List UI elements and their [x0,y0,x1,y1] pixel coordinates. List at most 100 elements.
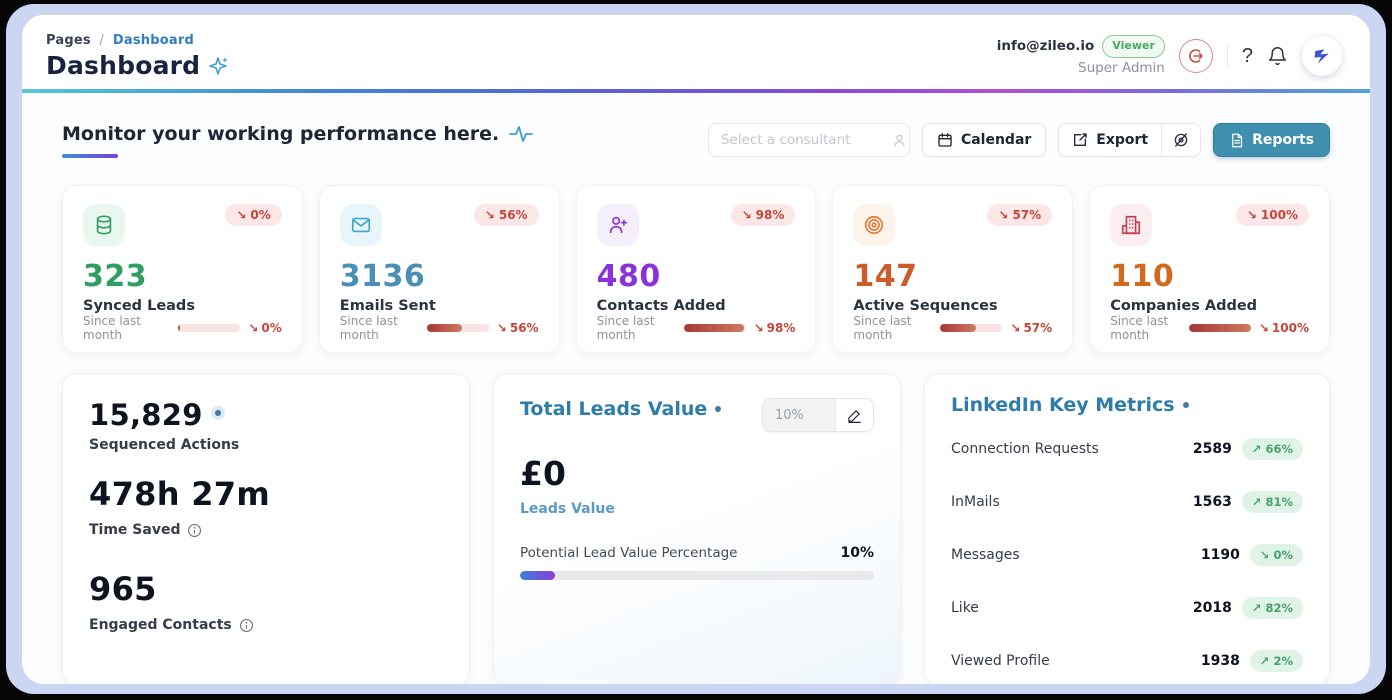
change-badge: ↘ 98% [730,204,796,226]
sequenced-actions-label: Sequenced Actions [89,437,240,453]
change-badge: ↘ 100% [1235,204,1309,226]
reports-label: Reports [1252,132,1314,148]
since-label: Since last month [83,314,141,342]
calendar-button[interactable]: Calendar [921,123,1047,157]
title-dot-icon [1182,402,1189,408]
arrow-down-right-icon: ↘ [496,321,507,335]
arrow-up-right-icon: ↗ [1251,494,1262,509]
logout-icon [1187,47,1205,65]
stat-label: Synced Leads [83,298,195,314]
summary-panel: 15,829 Sequenced Actions 478h 27m Time S… [62,373,470,684]
arrow-down-right-icon: ↘ [1010,321,1021,335]
stat-change: ↘ 100% [1258,321,1309,335]
info-icon[interactable] [187,523,202,538]
consultant-input[interactable] [720,132,892,148]
user-meta: info@zileo.io Viewer Super Admin [997,35,1165,78]
since-label: Since last month [596,314,655,342]
status-dot-icon [210,406,225,420]
stat-change: ↘ 57% [1010,321,1053,335]
mail-icon [339,204,382,246]
stat-label: Emails Sent [339,298,436,314]
export-visibility-toggle[interactable] [1161,124,1201,156]
stat-value: 480 [596,259,661,294]
user-email: info@zileo.io [996,38,1095,55]
panels-row: 15,829 Sequenced Actions 478h 27m Time S… [62,373,1330,684]
consultant-select[interactable] [707,123,910,157]
stat-change: ↘ 98% [753,321,796,335]
leads-progress-value: 10% [840,545,874,561]
header-gradient-divider [22,89,1370,93]
bell-icon [1267,46,1288,67]
arrow-down-right-icon: ↘ [236,208,247,222]
calendar-icon [937,132,953,148]
edit-percentage-button[interactable] [835,399,873,431]
metric-row-messages: Messages 1190 ↘ 0% [951,528,1303,581]
notifications-button[interactable] [1267,46,1288,67]
breadcrumb-separator: / [99,33,105,48]
stat-change: ↘ 56% [496,321,539,335]
header-user-cluster: info@zileo.io Viewer Super Admin ? [997,35,1342,78]
stat-cards-row: ↘ 0% 323 Synced Leads Since last month ↘… [62,185,1330,353]
breadcrumb-current-link[interactable]: Dashboard [112,33,194,48]
change-badge-up: ↗ 82% [1241,596,1303,619]
stat-card-active-sequences[interactable]: ↘ 57% 147 Active Sequences Since last mo… [832,185,1074,353]
change-badge: ↘ 56% [473,204,539,226]
database-icon [83,204,125,246]
mini-progress [426,324,489,332]
logout-button[interactable] [1178,39,1213,74]
stat-value: 110 [1110,259,1175,294]
mini-progress [1188,324,1251,332]
change-badge-up: ↗ 81% [1241,490,1303,513]
app-window: Pages / Dashboard Dashboard info@zileo.i… [22,15,1370,684]
engaged-contacts-label: Engaged Contacts [89,617,232,633]
arrow-down-right-icon: ↘ [998,208,1009,222]
calendar-label: Calendar [960,132,1032,148]
since-label: Since last month [1110,314,1169,342]
arrow-down-right-icon: ↘ [753,321,764,335]
total-leads-value-panel: Total Leads Value £0 [493,373,901,684]
reports-button[interactable]: Reports [1213,123,1330,157]
linkedin-panel-title: LinkedIn Key Metrics [951,394,1175,416]
export-button-group: Export [1058,123,1202,157]
metric-row-like: Like 2018 ↗ 82% [951,581,1303,634]
stat-label: Active Sequences [853,298,998,314]
export-label: Export [1096,132,1149,148]
arrow-up-right-icon: ↗ [1259,653,1270,668]
main-content: Monitor your working performance here. [22,93,1370,684]
stat-value: 147 [853,259,918,294]
stat-change: ↘ 0% [248,321,282,335]
stat-card-contacts-added[interactable]: ↘ 98% 480 Contacts Added Since last mont… [575,185,817,353]
time-saved-label: Time Saved [89,522,181,538]
sequenced-actions-value: 15,829 [89,398,203,432]
leads-progress-label: Potential Lead Value Percentage [520,545,738,561]
percentage-input[interactable] [763,399,835,431]
info-icon[interactable] [239,618,254,633]
brand-logo[interactable] [1302,36,1342,77]
arrow-down-right-icon: ↘ [1246,208,1257,222]
stat-card-companies-added[interactable]: ↘ 100% 110 Companies Added Since last mo… [1089,185,1330,353]
help-button[interactable]: ? [1241,44,1253,67]
arrow-down-right-icon: ↘ [1258,321,1269,335]
building-icon [1110,204,1153,246]
metric-row-inmails: InMails 1563 ↗ 81% [951,475,1303,528]
heading-underline [62,154,118,158]
section-heading: Monitor your working performance here. [62,123,500,145]
arrow-down-right-icon: ↘ [484,208,495,222]
since-label: Since last month [339,314,398,342]
metric-row-viewed-profile: Viewed Profile 1938 ↗ 2% [951,634,1303,684]
since-label: Since last month [853,314,912,342]
change-badge-up: ↗ 66% [1241,437,1303,460]
metric-row-connection-requests: Connection Requests 2589 ↗ 66% [951,422,1303,475]
pulse-icon [509,125,534,143]
title-dot-icon [715,406,722,412]
mini-progress [683,324,746,332]
stat-value: 3136 [339,259,426,294]
change-badge: ↘ 0% [225,204,282,226]
export-button[interactable]: Export [1059,124,1162,156]
stat-card-emails-sent[interactable]: ↘ 56% 3136 Emails Sent Since last month … [318,185,560,353]
stat-card-synced-leads[interactable]: ↘ 0% 323 Synced Leads Since last month ↘… [62,185,303,353]
header-divider [1226,43,1228,70]
leads-amount: £0 [520,454,566,493]
breadcrumb: Pages / Dashboard [46,33,230,48]
arrow-down-right-icon: ↘ [248,321,259,335]
